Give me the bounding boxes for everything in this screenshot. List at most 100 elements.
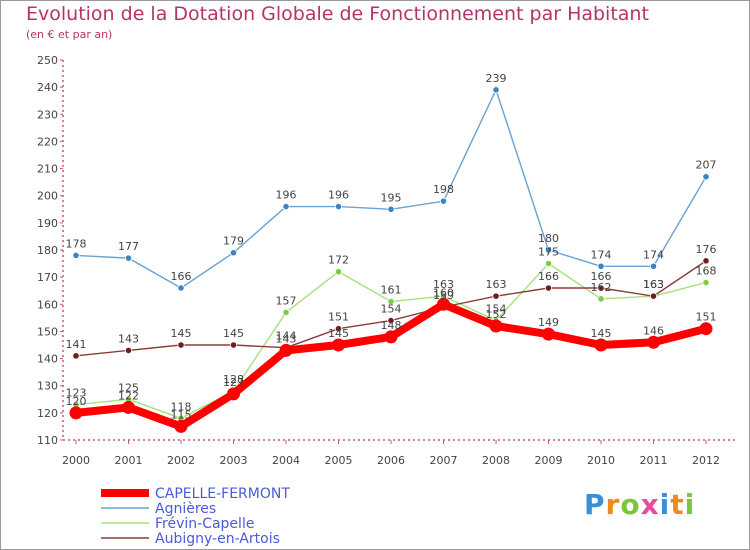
data-point xyxy=(649,292,658,300)
y-tick-label: 230 xyxy=(37,108,58,121)
y-tick-label: 210 xyxy=(37,163,58,176)
x-tick-label: 2012 xyxy=(692,454,720,467)
data-point xyxy=(542,327,555,341)
data-point xyxy=(702,278,710,287)
data-label: 159 xyxy=(433,289,454,302)
data-label: 174 xyxy=(643,248,664,261)
data-label: 163 xyxy=(643,278,664,291)
data-point xyxy=(227,387,240,401)
data-label: 154 xyxy=(486,303,507,316)
data-label: 148 xyxy=(381,319,402,332)
legend-label: Frévin-Capelle xyxy=(155,516,254,532)
data-point xyxy=(282,308,290,317)
data-label: 163 xyxy=(643,278,664,291)
x-tick-label: 2007 xyxy=(430,454,458,467)
data-point xyxy=(229,341,238,349)
data-label: 196 xyxy=(276,189,297,202)
data-label: 145 xyxy=(171,327,192,340)
y-tick-label: 240 xyxy=(37,81,58,94)
data-point xyxy=(597,262,605,270)
data-label: 198 xyxy=(433,183,454,196)
y-tick-label: 170 xyxy=(37,271,58,284)
legend-label: Aubigny-en-Artois xyxy=(155,531,280,547)
data-label: 151 xyxy=(696,311,717,324)
data-point xyxy=(282,202,290,211)
legend-label: CAPELLE-FERMONT xyxy=(155,486,290,502)
data-label: 145 xyxy=(591,327,612,340)
data-point xyxy=(72,352,80,360)
data-label: 145 xyxy=(223,327,244,340)
data-point xyxy=(334,202,343,211)
data-label: 166 xyxy=(538,270,559,283)
y-tick-label: 190 xyxy=(37,217,58,230)
data-label: 176 xyxy=(696,243,717,256)
data-point xyxy=(647,335,660,349)
data-point xyxy=(387,316,395,325)
data-label: 160 xyxy=(433,286,454,299)
data-label: 166 xyxy=(171,270,192,283)
data-point xyxy=(334,268,343,276)
data-label: 239 xyxy=(486,72,507,85)
data-point xyxy=(649,262,658,270)
series-agnieres xyxy=(72,86,710,292)
x-tick-label: 2001 xyxy=(115,454,143,467)
data-point xyxy=(72,251,80,260)
data-point xyxy=(177,341,185,349)
data-label: 123 xyxy=(66,387,87,400)
data-label: 163 xyxy=(433,278,454,291)
data-label: 151 xyxy=(328,311,349,324)
data-point xyxy=(387,205,395,213)
data-label: 149 xyxy=(538,316,559,329)
data-point xyxy=(279,343,293,357)
data-label: 180 xyxy=(538,232,559,245)
data-label: 141 xyxy=(66,338,87,351)
data-point xyxy=(439,197,448,205)
y-tick-label: 150 xyxy=(37,325,58,338)
data-label: 177 xyxy=(118,240,139,253)
y-tick-label: 220 xyxy=(37,135,58,148)
proxiti-logo: Proxiti xyxy=(584,488,696,521)
data-label: 207 xyxy=(696,159,717,172)
data-label: 163 xyxy=(486,278,507,291)
data-label: 196 xyxy=(328,189,349,202)
series-capelle-fermont xyxy=(69,297,713,433)
data-point xyxy=(702,173,710,181)
x-tick-label: 2005 xyxy=(325,454,353,467)
data-label: 154 xyxy=(381,303,402,316)
data-point xyxy=(544,259,553,268)
data-point xyxy=(597,295,605,303)
data-point xyxy=(544,284,553,292)
series-line xyxy=(75,89,707,289)
data-point xyxy=(387,297,395,306)
y-tick-label: 160 xyxy=(37,298,58,311)
x-tick-label: 2010 xyxy=(587,454,615,467)
data-point xyxy=(124,254,133,262)
y-tick-label: 180 xyxy=(37,244,58,257)
data-label: 125 xyxy=(118,381,139,394)
data-label: 157 xyxy=(276,294,297,307)
data-point xyxy=(124,346,133,355)
y-tick-label: 120 xyxy=(37,407,58,420)
data-point xyxy=(334,325,343,333)
y-tick-label: 130 xyxy=(37,380,58,393)
data-point xyxy=(177,284,185,292)
data-point xyxy=(594,338,608,352)
x-tick-label: 2009 xyxy=(535,454,563,467)
x-tick-label: 2004 xyxy=(272,454,300,467)
y-tick-label: 250 xyxy=(37,54,58,67)
x-tick-label: 2011 xyxy=(640,454,668,467)
data-label: 152 xyxy=(486,308,507,321)
data-point xyxy=(489,319,503,333)
data-point xyxy=(384,330,398,344)
data-point xyxy=(492,292,500,300)
data-label: 166 xyxy=(591,270,612,283)
data-label: 172 xyxy=(328,254,349,267)
data-point xyxy=(544,246,553,254)
data-label: 145 xyxy=(328,327,349,340)
data-point xyxy=(69,406,83,420)
data-label: 195 xyxy=(381,191,402,204)
data-label: 168 xyxy=(696,265,717,278)
legend-label: Agnières xyxy=(155,501,216,517)
data-point xyxy=(597,284,605,292)
